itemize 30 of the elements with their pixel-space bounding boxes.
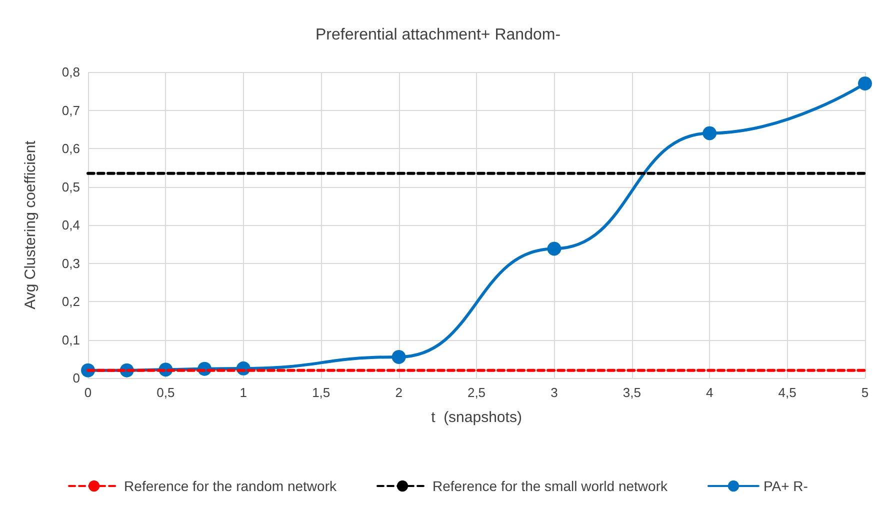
y-tick-label: 0,6 (62, 141, 80, 156)
y-tick-label: 0,3 (62, 256, 80, 271)
y-tick-label: 0,8 (62, 64, 80, 80)
chart-title: Preferential attachment+ Random- (315, 26, 561, 44)
y-tick-label: 0,4 (62, 218, 80, 232)
point (392, 350, 406, 364)
y-tick-label: 0 (72, 370, 80, 386)
point (702, 126, 717, 140)
x-tick-label: 1,5 (312, 385, 330, 400)
x-axis-title: t (snapshots) (431, 409, 522, 426)
x-tick-label: 4,5 (778, 385, 796, 400)
point (858, 76, 872, 90)
x-tick-label: 5 (861, 385, 869, 400)
y-tick-label: 0,7 (62, 102, 80, 118)
x-tick-label: 2,5 (467, 385, 486, 400)
x-tick-label: 4 (706, 385, 714, 400)
legend-label: PA+ R- (763, 478, 808, 494)
point (547, 242, 562, 256)
x-tick-label: 3 (550, 385, 558, 400)
legend-label: Reference for the small world network (432, 478, 668, 494)
x-tick-label: 1 (240, 385, 248, 400)
y-tick-label: 0,5 (62, 179, 80, 194)
legend-label: Reference for the random network (124, 478, 338, 494)
x-tick-label: 0 (84, 385, 92, 400)
y-tick-label: 0,2 (62, 294, 80, 309)
x-tick-label: 3,5 (622, 385, 641, 400)
x-tick-label: 2 (395, 385, 402, 400)
y-tick-label: 0,1 (62, 332, 80, 348)
y-axis-title: Avg Clustering coefficient (22, 140, 39, 310)
x-tick-label: 0,5 (156, 385, 175, 400)
